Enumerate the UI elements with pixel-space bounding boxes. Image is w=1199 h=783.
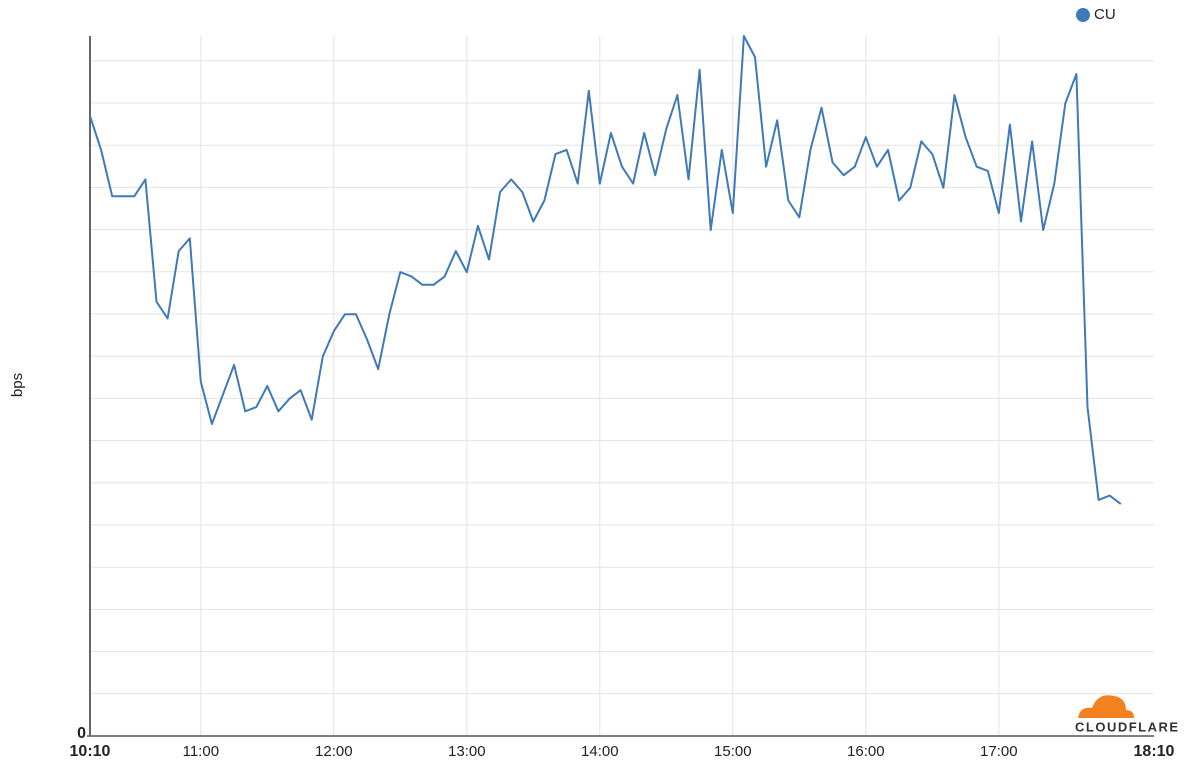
x-tick-label: 11:00 — [183, 743, 219, 760]
logo: CLOUDFLARE — [1075, 695, 1180, 734]
y-tick-label: 0 — [77, 725, 86, 742]
x-tick-label: 16:00 — [847, 743, 885, 760]
x-tick-label: 18:10 — [1134, 743, 1175, 760]
logo-text: CLOUDFLARE — [1075, 719, 1180, 734]
y-axis-label: bps — [9, 373, 26, 397]
legend-marker — [1076, 8, 1090, 22]
x-tick-label: 13:00 — [448, 743, 486, 760]
x-tick-label: 12:00 — [315, 743, 353, 760]
x-tick-label: 17:00 — [980, 743, 1018, 760]
x-tick-label: 14:00 — [581, 743, 619, 760]
data-line — [89, 35, 1122, 505]
logo-cloud — [1078, 695, 1134, 718]
legend-label: CU — [1094, 6, 1116, 23]
x-tick-label: 10:10 — [70, 743, 111, 760]
x-tick-label: 15:00 — [714, 743, 752, 760]
